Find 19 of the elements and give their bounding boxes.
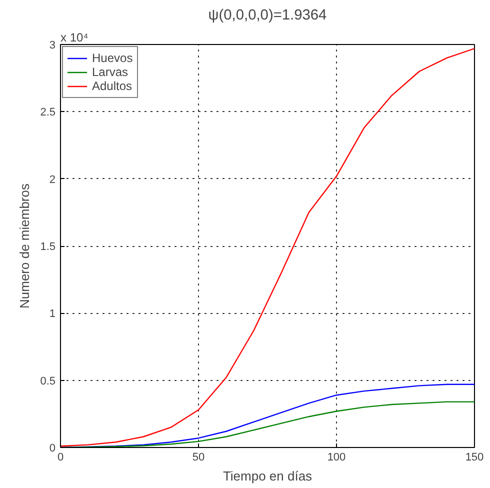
x-axis-title: Tiempo en días <box>222 468 313 484</box>
line-series <box>60 48 474 447</box>
x-tick-label: 0 <box>57 452 64 464</box>
y-tick-label: 1 <box>49 308 56 320</box>
legend-label: Larvas <box>92 65 128 79</box>
x-tick-label: 50 <box>192 452 205 464</box>
y-tick-label: 1.5 <box>40 241 56 253</box>
legend-label: Huevos <box>92 51 133 65</box>
annotation: x 10⁴ <box>60 30 88 44</box>
y-tick-label: 2.5 <box>40 106 56 119</box>
y-tick-label: 2 <box>49 174 56 186</box>
x-tick-label: 100 <box>327 452 346 464</box>
chart-title: ψ(0,0,0,0)=1.9364 <box>208 8 327 24</box>
x-tick-label: 150 <box>465 452 484 464</box>
y-tick-label: 0.5 <box>40 375 56 388</box>
legend-label: Adultos <box>92 79 132 93</box>
y-tick-label: 0 <box>49 442 56 454</box>
y-axis-title: Numero de miembros <box>17 183 32 308</box>
y-tick-label: 3 <box>49 40 56 52</box>
